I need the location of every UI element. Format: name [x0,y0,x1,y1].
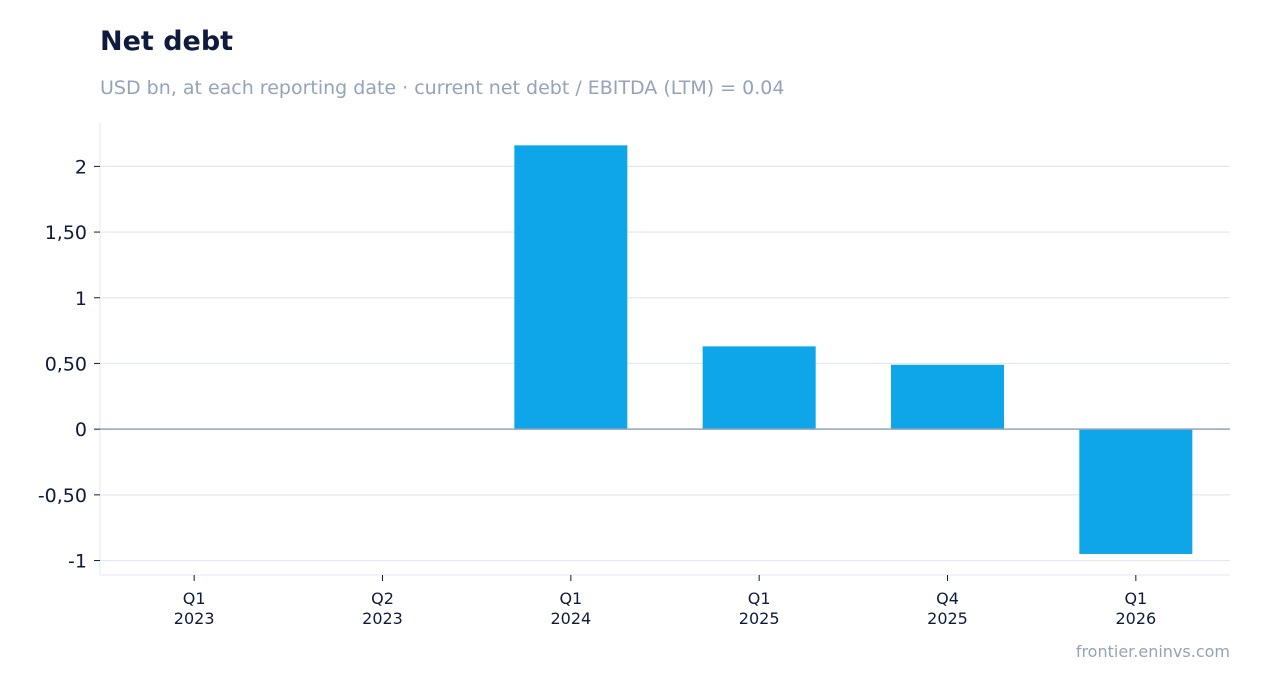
x-tick-label: Q4 2025 [927,589,968,628]
y-tick-label: 1,50 [45,222,87,244]
chart-title: Net debt [100,26,234,57]
bar-q1-2024 [514,145,628,430]
bar-q4-2025 [891,364,1004,430]
x-tick-label: Q2 2023 [362,589,403,628]
bar-q1-2026 [1079,429,1193,554]
gridlines [100,165,1230,562]
bar-q1-2025 [702,346,816,430]
axes [94,123,1230,581]
y-tick-label: -1 [68,551,87,573]
y-tick-label: 2 [75,156,87,178]
x-tick-label: Q1 2024 [550,589,591,628]
y-tick-label: 1 [75,288,87,310]
chart-subtitle: USD bn, at each reporting date · current… [100,77,785,99]
y-tick-label: 0 [75,419,87,441]
x-tick-label: Q1 2026 [1115,589,1156,628]
x-tick-label: Q1 2025 [739,589,780,628]
y-tick-label: -0,50 [38,485,87,507]
source-footer: frontier.eninvs.com [1075,642,1230,661]
tick-labels: 2 1,50 1 0,50 0 -0,50 -1 Q1 2023 Q2 2023 Q1 2024 Q1 20… [38,156,1156,628]
y-tick-label: 0,50 [45,353,87,375]
x-tick-label: Q1 2023 [174,589,215,628]
bars [100,145,1230,554]
